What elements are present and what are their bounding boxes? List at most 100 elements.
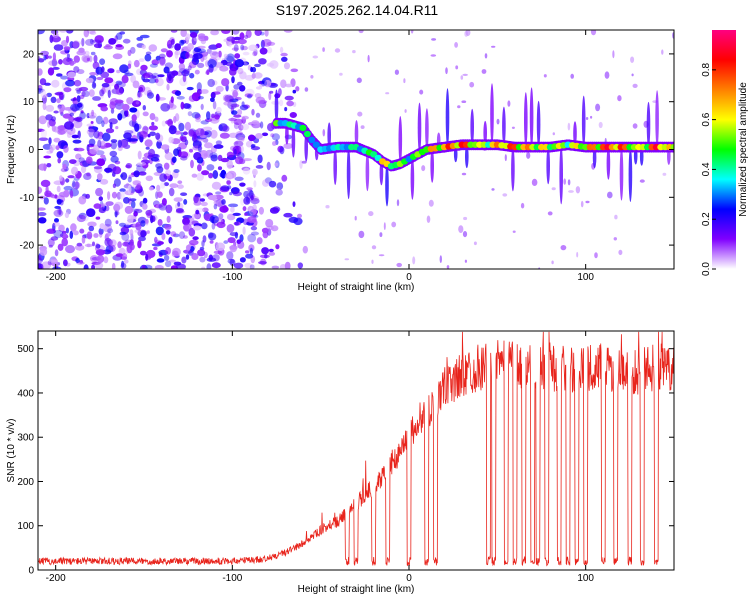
noise-cell: [229, 244, 237, 253]
noise-cell: [268, 251, 276, 256]
noise-cell: [252, 51, 258, 57]
noise-cell: [81, 165, 87, 174]
noise-cell: [137, 150, 142, 160]
noise-cell: [110, 139, 118, 143]
noise-cell: [469, 81, 475, 88]
noise-cell: [439, 255, 442, 263]
noise-cell: [265, 218, 274, 228]
noise-cell: [73, 230, 79, 236]
noise-cell: [129, 229, 134, 237]
noise-cell: [379, 232, 383, 238]
noise-cell: [464, 30, 469, 37]
noise-cell: [68, 116, 75, 123]
noise-cell: [80, 110, 84, 114]
noise-cell: [153, 171, 163, 176]
noise-cell: [97, 139, 102, 148]
noise-cell: [140, 250, 147, 256]
noise-cell: [661, 49, 664, 55]
noise-cell: [233, 122, 240, 130]
noise-cell: [92, 241, 95, 247]
noise-cell: [590, 30, 597, 36]
noise-cell: [79, 94, 85, 100]
noise-cell: [99, 89, 105, 97]
noise-cell: [122, 241, 130, 247]
ridge-streak: [430, 148, 435, 183]
noise-cell: [198, 35, 207, 42]
noise-cell: [176, 146, 182, 152]
noise-cell: [53, 221, 60, 227]
noise-cell: [126, 244, 133, 254]
noise-cell: [233, 148, 237, 157]
noise-cell: [266, 161, 271, 171]
ridge-streak: [410, 157, 415, 200]
noise-cell: [201, 222, 208, 230]
noise-cell: [229, 232, 239, 237]
noise-cell: [90, 255, 99, 263]
noise-cell: [260, 39, 265, 49]
noise-cell: [100, 106, 108, 112]
noise-cell: [156, 258, 165, 263]
noise-cell: [202, 235, 207, 243]
noise-cell: [154, 204, 163, 209]
noise-cell: [104, 77, 114, 84]
noise-cell: [111, 262, 116, 269]
x-tick-label: -200: [46, 573, 66, 584]
noise-cell: [119, 188, 126, 193]
noise-cell: [268, 180, 277, 188]
noise-cell: [195, 209, 200, 215]
noise-cell: [94, 242, 100, 252]
noise-cell: [156, 191, 163, 198]
noise-cell: [166, 83, 170, 91]
noise-cell: [297, 262, 303, 269]
noise-cell: [79, 228, 85, 234]
noise-cell: [249, 264, 255, 269]
noise-cell: [146, 90, 153, 97]
noise-cell: [255, 96, 265, 105]
noise-cell: [51, 79, 60, 88]
noise-cell: [182, 131, 188, 136]
noise-cell: [98, 230, 103, 238]
noise-cell: [186, 86, 194, 91]
noise-cell: [248, 134, 256, 142]
noise-cell: [215, 43, 222, 49]
noise-cell: [63, 189, 70, 198]
noise-cell: [275, 244, 280, 250]
noise-cell: [260, 80, 268, 87]
noise-cell: [268, 248, 274, 253]
noise-cell: [511, 126, 515, 129]
noise-cell: [224, 172, 233, 181]
noise-cell: [360, 125, 365, 129]
noise-cell: [43, 163, 47, 172]
noise-cell: [507, 100, 511, 107]
noise-cell: [86, 231, 93, 240]
noise-cell: [161, 120, 166, 127]
noise-cell: [216, 221, 226, 229]
noise-cell: [121, 253, 128, 260]
noise-cell: [551, 260, 554, 265]
x-tick-label: -100: [222, 573, 242, 584]
noise-cell: [38, 255, 42, 261]
noise-cell: [43, 197, 49, 205]
noise-cell: [113, 203, 121, 212]
noise-cell: [270, 225, 279, 232]
noise-cell: [73, 79, 82, 87]
noise-cell: [458, 225, 464, 234]
noise-cell: [154, 265, 164, 269]
noise-cell: [81, 37, 85, 47]
noise-cell: [244, 212, 248, 216]
noise-cell: [378, 254, 385, 257]
ridge-peak: [601, 145, 606, 149]
y-tick-label: 0: [28, 145, 34, 156]
noise-cell: [191, 253, 199, 260]
noise-cell: [77, 130, 81, 139]
noise-cell: [173, 169, 180, 173]
noise-cell: [632, 123, 638, 129]
noise-cell: [289, 112, 297, 118]
noise-cell: [46, 163, 52, 168]
noise-cell: [93, 166, 102, 170]
noise-cell: [279, 146, 285, 155]
noise-cell: [284, 261, 291, 269]
noise-cell: [259, 83, 265, 88]
colorbar-gradient: [712, 30, 736, 269]
noise-cell: [110, 108, 115, 114]
